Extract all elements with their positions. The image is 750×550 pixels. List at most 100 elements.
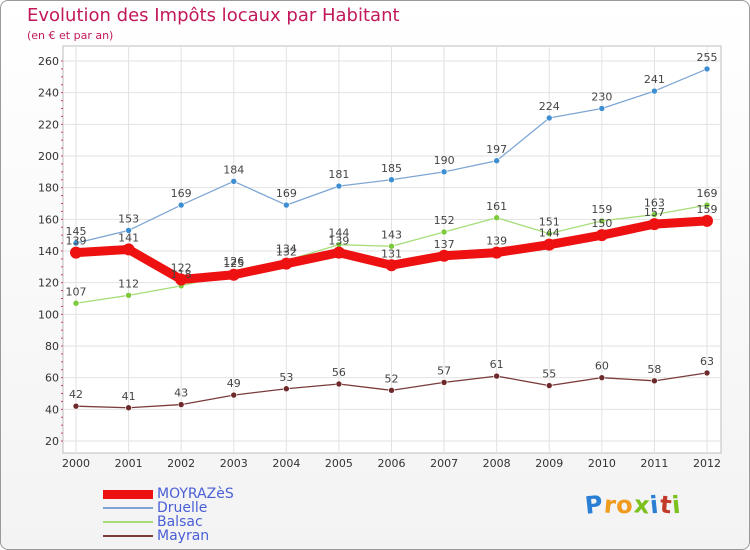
data-label: 185 bbox=[381, 162, 402, 175]
data-point bbox=[703, 65, 711, 73]
data-label: 153 bbox=[118, 212, 139, 225]
data-label: 137 bbox=[434, 238, 455, 251]
data-label: 126 bbox=[223, 255, 244, 268]
data-point bbox=[283, 385, 290, 393]
data-label: 152 bbox=[434, 214, 455, 227]
data-point bbox=[595, 229, 608, 242]
data-point bbox=[122, 243, 135, 256]
chart-title: Evolution des Impôts locaux par Habitant bbox=[27, 5, 400, 26]
brand-logo: Proxiti bbox=[583, 490, 683, 520]
y-tick-label: 60 bbox=[45, 372, 59, 385]
data-label: 224 bbox=[539, 100, 560, 113]
data-point bbox=[125, 292, 132, 299]
data-point bbox=[385, 259, 398, 272]
data-point bbox=[125, 404, 132, 412]
data-label: 241 bbox=[644, 73, 665, 86]
data-label: 55 bbox=[542, 368, 556, 381]
data-label: 145 bbox=[66, 225, 87, 238]
data-point bbox=[440, 168, 448, 176]
data-label: 52 bbox=[385, 372, 399, 385]
data-point bbox=[545, 114, 553, 122]
legend-swatch bbox=[103, 507, 153, 509]
data-label: 49 bbox=[227, 377, 241, 390]
legend-swatch bbox=[103, 521, 153, 523]
legend-label: Mayran bbox=[157, 528, 210, 544]
data-label: 144 bbox=[539, 227, 560, 240]
data-label: 181 bbox=[328, 168, 349, 181]
y-tick-label: 120 bbox=[38, 277, 59, 290]
x-tick-label: 2004 bbox=[272, 457, 300, 470]
data-point bbox=[388, 387, 395, 394]
data-label: 159 bbox=[591, 203, 612, 216]
data-point bbox=[545, 230, 553, 237]
x-tick-label: 2003 bbox=[220, 457, 248, 470]
data-label: 134 bbox=[276, 243, 297, 256]
data-label: 169 bbox=[276, 187, 297, 200]
data-label: 132 bbox=[276, 246, 297, 259]
data-point bbox=[230, 391, 238, 399]
legend-swatch bbox=[103, 535, 153, 537]
x-tick-label: 2001 bbox=[115, 457, 143, 470]
x-tick-label: 2008 bbox=[483, 457, 511, 470]
data-point bbox=[703, 369, 711, 377]
data-point bbox=[227, 268, 240, 281]
y-tick-label: 20 bbox=[45, 435, 59, 448]
data-point bbox=[230, 178, 238, 185]
data-label: 131 bbox=[381, 247, 402, 260]
data-point bbox=[701, 214, 713, 227]
x-tick-label: 2006 bbox=[378, 457, 406, 470]
data-label: 157 bbox=[644, 206, 665, 219]
x-tick-label: 2007 bbox=[430, 457, 458, 470]
data-label: 159 bbox=[697, 203, 718, 216]
data-point bbox=[545, 382, 553, 389]
data-label: 161 bbox=[486, 200, 507, 213]
data-point bbox=[72, 402, 80, 410]
data-point bbox=[388, 242, 395, 250]
legend-label: Druelle bbox=[157, 500, 208, 516]
data-point bbox=[440, 228, 448, 236]
data-label: 122 bbox=[171, 262, 192, 275]
y-tick-label: 260 bbox=[38, 55, 59, 68]
data-label: 43 bbox=[174, 387, 188, 400]
data-point bbox=[438, 249, 451, 262]
data-point bbox=[335, 380, 343, 388]
data-label: 255 bbox=[697, 51, 718, 64]
data-label: 190 bbox=[434, 154, 455, 167]
data-point bbox=[280, 257, 293, 270]
data-label: 184 bbox=[223, 163, 244, 176]
x-tick-label: 2009 bbox=[535, 457, 563, 470]
data-label: 125 bbox=[223, 257, 244, 270]
data-point bbox=[598, 105, 606, 112]
data-point bbox=[440, 379, 448, 386]
data-point bbox=[177, 401, 185, 408]
data-point bbox=[651, 211, 658, 218]
data-point bbox=[175, 273, 188, 286]
data-point bbox=[493, 372, 500, 380]
legend-label: MOYRAZèS bbox=[157, 486, 234, 502]
data-label: 169 bbox=[697, 187, 718, 200]
data-point bbox=[493, 214, 500, 222]
data-point bbox=[493, 157, 500, 165]
data-label: 169 bbox=[171, 187, 192, 200]
data-label: 141 bbox=[118, 231, 139, 244]
data-point bbox=[177, 201, 185, 209]
x-tick-label: 2010 bbox=[588, 457, 616, 470]
data-point bbox=[335, 182, 343, 190]
data-label: 60 bbox=[595, 360, 609, 373]
data-point bbox=[72, 299, 80, 307]
data-point bbox=[648, 218, 661, 231]
legend-item: Druelle bbox=[103, 501, 234, 515]
data-label: 63 bbox=[700, 355, 714, 368]
data-point bbox=[388, 176, 395, 184]
data-label: 57 bbox=[437, 364, 451, 377]
brand-letter: i bbox=[670, 490, 683, 520]
data-label: 163 bbox=[644, 197, 665, 210]
brand-letter: P bbox=[583, 490, 606, 520]
data-label: 151 bbox=[539, 216, 560, 229]
data-label: 107 bbox=[66, 285, 87, 298]
legend-item: Mayran bbox=[103, 529, 234, 543]
y-tick-label: 80 bbox=[45, 340, 59, 353]
data-point bbox=[490, 246, 503, 259]
legend-label: Balsac bbox=[157, 514, 203, 530]
